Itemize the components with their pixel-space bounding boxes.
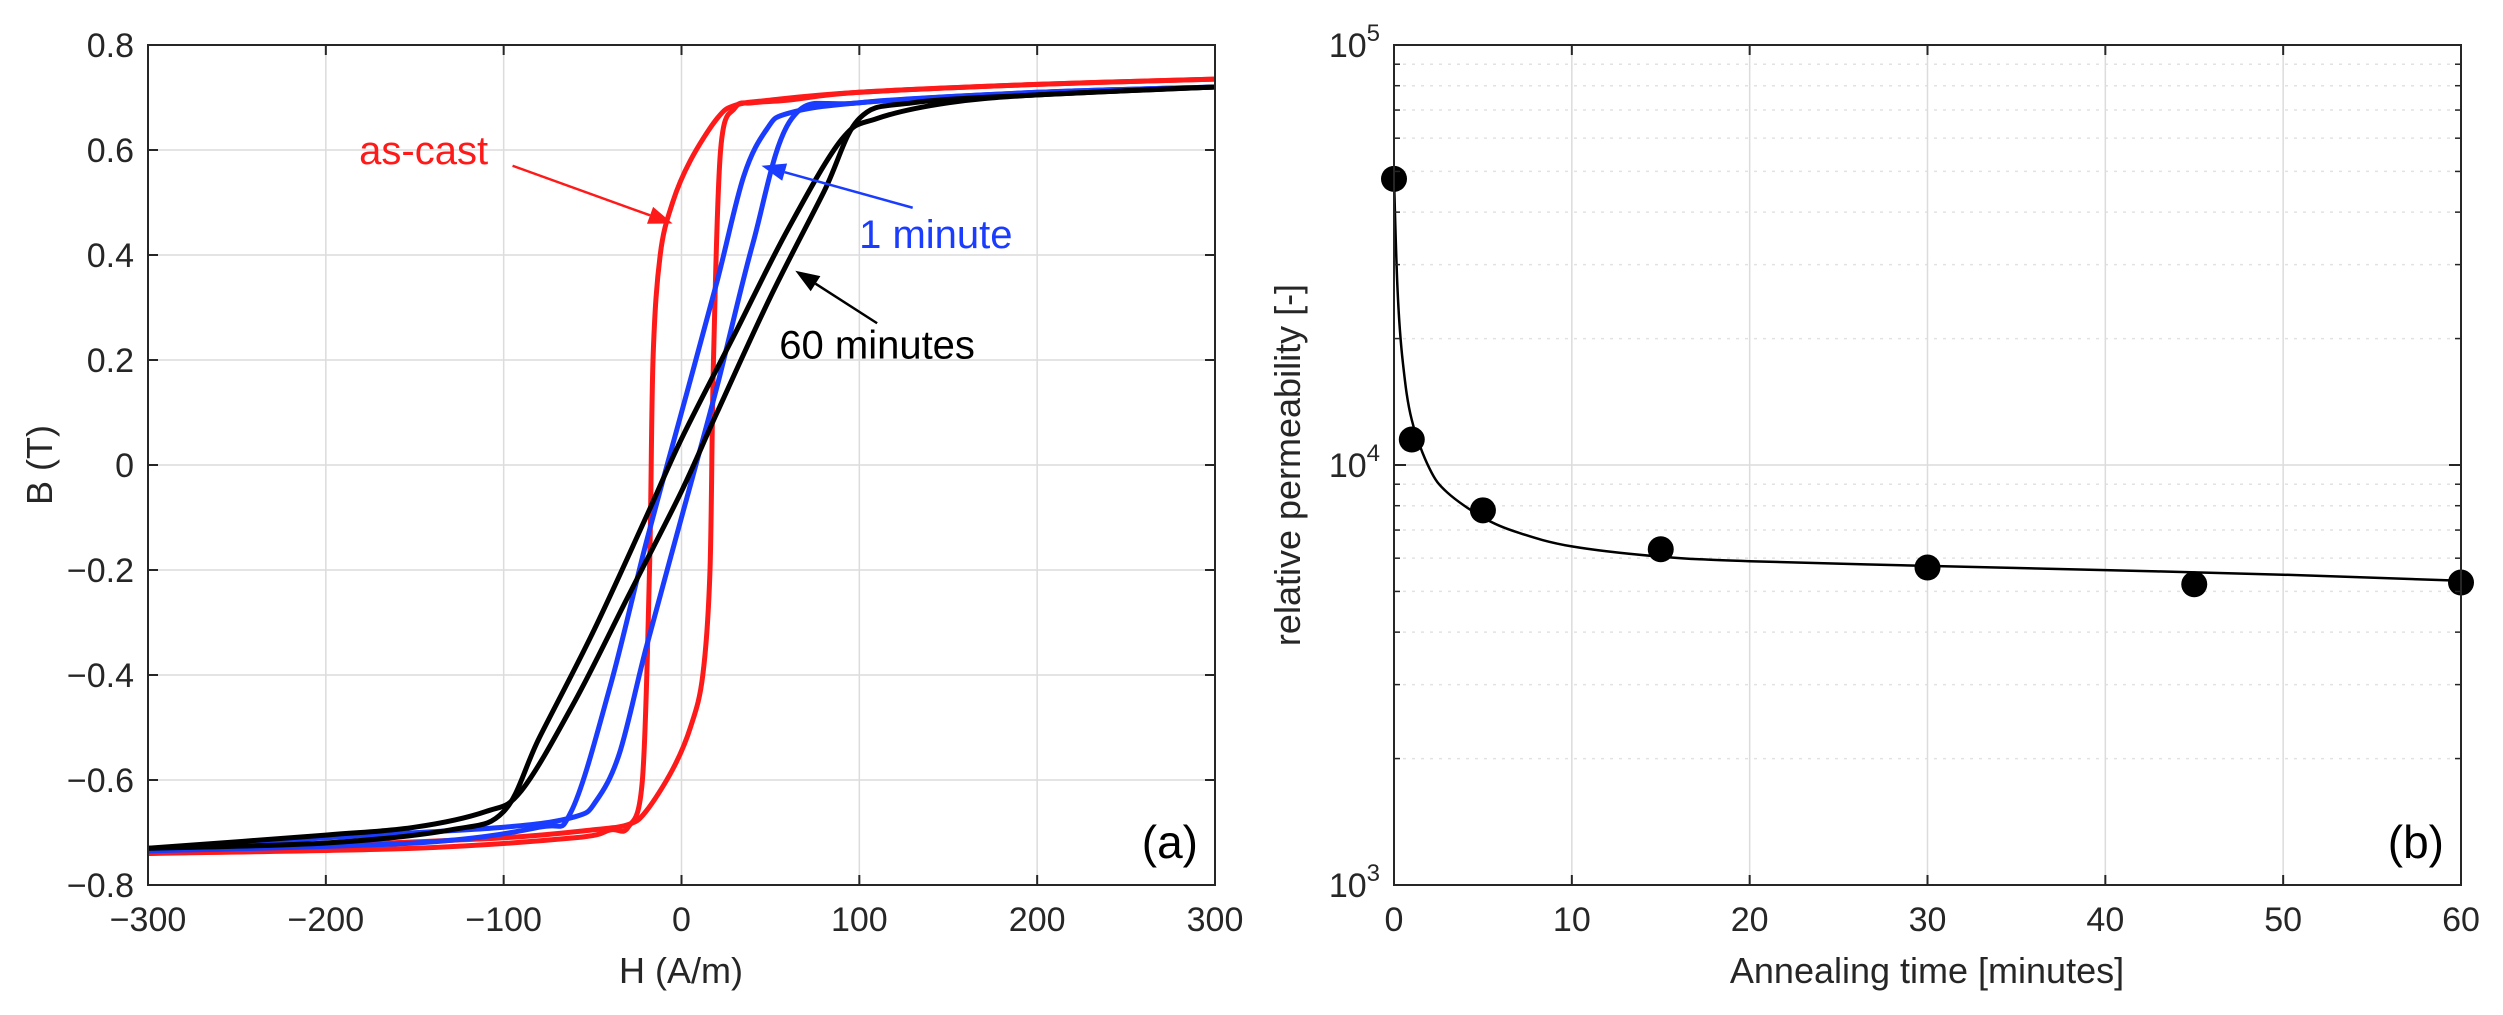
annotation-arrow-1-minute bbox=[784, 170, 914, 209]
b-x-tick-label: 0 bbox=[1385, 901, 1404, 939]
series-line-as-cast-descending bbox=[147, 76, 1216, 856]
series-line-60-minutes-descending bbox=[147, 84, 1216, 851]
hysteresis-chart: as-cast 1 minute 60 minutes −300 −200 −100 0 1… bbox=[19, 27, 1243, 991]
b-x-tick-label: 50 bbox=[2264, 901, 2302, 939]
a-x-tick-label: −100 bbox=[465, 901, 542, 939]
b-fit-curve-group bbox=[1392, 178, 2462, 583]
b-y-tick-exponent: 4 bbox=[1367, 440, 1380, 467]
b-panel-label: (b) bbox=[2388, 816, 2444, 868]
annotation-label-as-cast: as-cast bbox=[359, 129, 488, 173]
a-x-tick-label: 200 bbox=[1009, 901, 1066, 939]
a-x-tick-label: 100 bbox=[831, 901, 888, 939]
b-y-tick-label: 103 bbox=[1329, 860, 1380, 905]
annotation-label-60-minutes: 60 minutes bbox=[779, 323, 975, 367]
data-point bbox=[1647, 536, 1674, 563]
annotation-arrow-60-minutes bbox=[814, 282, 878, 325]
b-y-tick-base: 10 bbox=[1329, 447, 1367, 485]
a-y-tick-label: −0.6 bbox=[67, 762, 134, 800]
a-y-tick-label: 0.4 bbox=[87, 237, 134, 275]
annotation-arrowhead-60-minutes bbox=[795, 270, 821, 292]
b-x-tick-label: 10 bbox=[1553, 901, 1591, 939]
b-y-tick-exponent: 5 bbox=[1367, 20, 1380, 47]
b-y-tick-base: 10 bbox=[1329, 27, 1367, 65]
b-x-axis-label: Annealing time [minutes] bbox=[1730, 950, 2124, 991]
b-x-tick-label: 60 bbox=[2442, 901, 2480, 939]
data-point bbox=[1469, 497, 1496, 524]
a-y-tick-labels: 0.8 0.6 0.4 0.2 0 −0.2 −0.4 −0.6 −0.8 bbox=[67, 27, 134, 905]
a-annotations: as-cast 1 minute 60 minutes bbox=[359, 129, 1012, 367]
a-x-axis-label: H (A/m) bbox=[619, 950, 743, 991]
annotation-arrow-as-cast bbox=[512, 164, 651, 217]
a-x-tick-label: 0 bbox=[672, 901, 691, 939]
series-line-60-minutes-ascending bbox=[147, 84, 1216, 851]
b-x-tick-label: 40 bbox=[2086, 901, 2124, 939]
b-ticks bbox=[1393, 44, 2462, 886]
data-point bbox=[1398, 426, 1425, 453]
a-y-tick-label: 0.8 bbox=[87, 27, 134, 65]
a-y-tick-label: 0 bbox=[115, 447, 134, 485]
b-y-tick-base: 10 bbox=[1329, 867, 1367, 905]
a-y-tick-label: −0.8 bbox=[67, 867, 134, 905]
a-y-tick-label: −0.4 bbox=[67, 657, 134, 695]
a-x-tick-labels: −300 −200 −100 0 100 200 300 bbox=[110, 901, 1244, 939]
b-y-tick-label: 104 bbox=[1329, 440, 1380, 485]
a-y-axis-label: B (T) bbox=[19, 425, 60, 505]
b-y-tick-exponent: 3 bbox=[1367, 860, 1380, 887]
a-y-tick-label: 0.2 bbox=[87, 342, 134, 380]
data-point bbox=[2181, 571, 2208, 598]
fit-curve bbox=[1392, 178, 2462, 583]
a-x-tick-label: 300 bbox=[1187, 901, 1244, 939]
b-y-axis-label: relative permeability [-] bbox=[1267, 284, 1308, 646]
data-point bbox=[1914, 554, 1941, 581]
a-x-tick-label: −200 bbox=[288, 901, 365, 939]
series-line-1-minute-descending bbox=[147, 84, 1216, 854]
annotation-label-1-minute: 1 minute bbox=[859, 213, 1012, 257]
a-ticks bbox=[147, 44, 1216, 886]
annotation-arrowhead-1-minute bbox=[761, 163, 788, 181]
b-x-tick-label: 20 bbox=[1731, 901, 1769, 939]
a-curves bbox=[147, 76, 1216, 856]
a-panel-label: (a) bbox=[1142, 816, 1198, 868]
annotation-arrowhead-as-cast bbox=[647, 206, 673, 224]
b-y-tick-label: 105 bbox=[1329, 20, 1380, 65]
a-x-tick-label: −300 bbox=[110, 901, 187, 939]
b-x-tick-labels: 0 10 20 30 40 50 60 bbox=[1385, 901, 2480, 939]
a-y-tick-label: −0.2 bbox=[67, 552, 134, 590]
b-x-tick-label: 30 bbox=[1909, 901, 1947, 939]
a-y-tick-label: 0.6 bbox=[87, 132, 134, 170]
